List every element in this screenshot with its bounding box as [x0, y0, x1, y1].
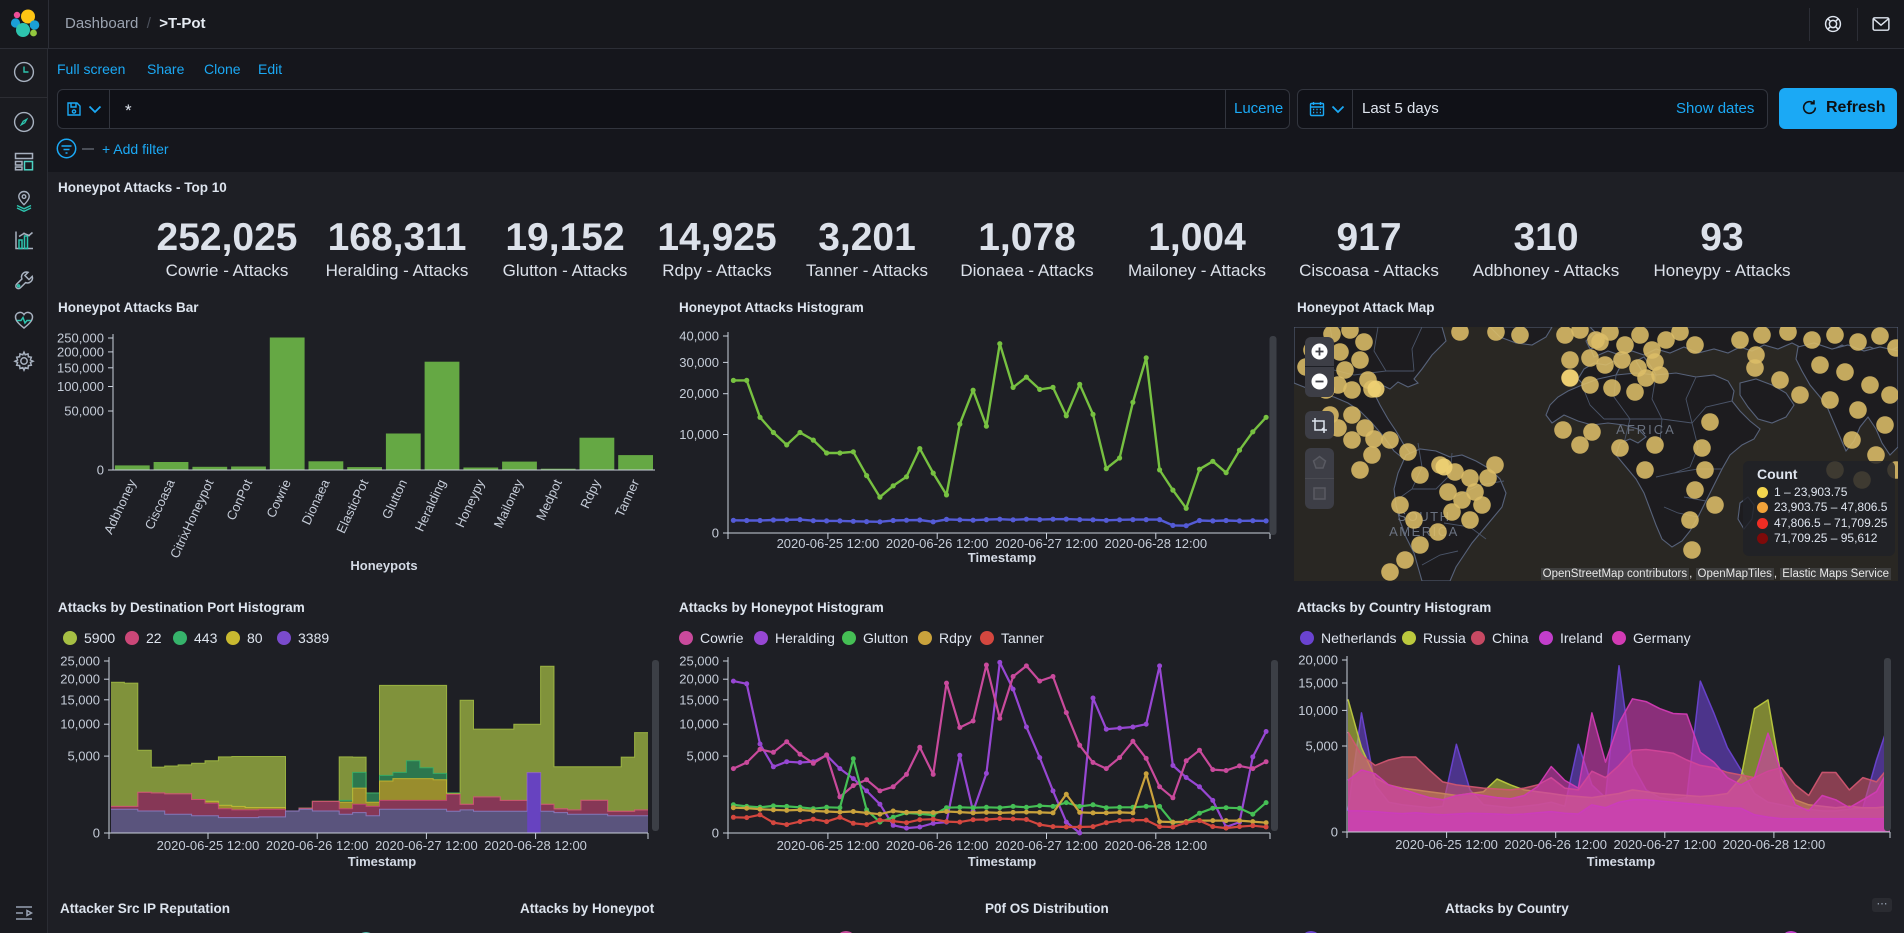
svg-text:15,000: 15,000	[679, 692, 719, 707]
svg-text:2020-06-27 12:00: 2020-06-27 12:00	[375, 838, 478, 853]
svg-text:Adbhoney: Adbhoney	[101, 476, 140, 536]
svg-text:Tanner: Tanner	[612, 476, 643, 519]
svg-text:10,000: 10,000	[60, 717, 100, 732]
svg-text:Mailoney: Mailoney	[491, 476, 527, 530]
svg-text:50,000: 50,000	[64, 404, 104, 419]
svg-text:Honeypots: Honeypots	[350, 558, 417, 573]
svg-text:0: 0	[1331, 825, 1338, 840]
svg-text:100,000: 100,000	[57, 379, 104, 394]
svg-text:0: 0	[97, 463, 104, 478]
svg-text:ElasticPot: ElasticPot	[333, 477, 371, 536]
svg-text:2020-06-28 12:00: 2020-06-28 12:00	[484, 838, 587, 853]
svg-text:0: 0	[93, 826, 100, 841]
svg-text:2020-06-26 12:00: 2020-06-26 12:00	[1504, 837, 1607, 852]
svg-text:Timestamp: Timestamp	[968, 854, 1036, 869]
svg-text:200,000: 200,000	[57, 344, 104, 359]
svg-text:Dionaea: Dionaea	[299, 476, 333, 527]
svg-text:25,000: 25,000	[60, 654, 100, 669]
svg-text:10,000: 10,000	[679, 717, 719, 732]
svg-text:5,000: 5,000	[67, 749, 100, 764]
svg-text:2020-06-28 12:00: 2020-06-28 12:00	[1104, 536, 1207, 551]
svg-text:150,000: 150,000	[57, 360, 104, 375]
svg-text:2020-06-28 12:00: 2020-06-28 12:00	[1723, 837, 1826, 852]
svg-text:2020-06-25 12:00: 2020-06-25 12:00	[1395, 837, 1498, 852]
svg-text:25,000: 25,000	[679, 654, 719, 669]
svg-text:5,000: 5,000	[1305, 739, 1338, 754]
svg-text:30,000: 30,000	[679, 355, 719, 370]
svg-text:Glutton: Glutton	[379, 477, 410, 521]
svg-text:2020-06-26 12:00: 2020-06-26 12:00	[886, 838, 989, 853]
svg-text:15,000: 15,000	[60, 692, 100, 707]
svg-text:2020-06-26 12:00: 2020-06-26 12:00	[266, 838, 369, 853]
svg-text:2020-06-25 12:00: 2020-06-25 12:00	[157, 838, 260, 853]
svg-text:Timestamp: Timestamp	[348, 854, 416, 869]
svg-text:2020-06-27 12:00: 2020-06-27 12:00	[995, 536, 1098, 551]
svg-text:20,000: 20,000	[679, 672, 719, 687]
svg-text:2020-06-27 12:00: 2020-06-27 12:00	[995, 838, 1098, 853]
svg-text:2020-06-28 12:00: 2020-06-28 12:00	[1104, 838, 1207, 853]
svg-text:15,000: 15,000	[1298, 676, 1338, 691]
svg-text:Cowrie: Cowrie	[263, 477, 294, 520]
svg-text:Timestamp: Timestamp	[968, 550, 1036, 565]
svg-text:2020-06-25 12:00: 2020-06-25 12:00	[777, 838, 880, 853]
svg-text:Timestamp: Timestamp	[1587, 854, 1655, 869]
svg-text:0: 0	[712, 826, 719, 841]
svg-text:20,000: 20,000	[679, 386, 719, 401]
svg-text:40,000: 40,000	[679, 329, 719, 344]
svg-text:Medpot: Medpot	[533, 477, 565, 523]
svg-text:ConPot: ConPot	[223, 477, 255, 523]
svg-text:Heralding: Heralding	[412, 477, 449, 534]
svg-text:Ciscoasa: Ciscoasa	[142, 476, 179, 531]
svg-text:Honeypy: Honeypy	[452, 476, 487, 529]
svg-text:AFRICA: AFRICA	[1616, 422, 1676, 437]
svg-text:0: 0	[712, 526, 719, 541]
svg-text:2020-06-26 12:00: 2020-06-26 12:00	[886, 536, 989, 551]
svg-text:5,000: 5,000	[686, 749, 719, 764]
svg-text:20,000: 20,000	[60, 672, 100, 687]
svg-text:2020-06-27 12:00: 2020-06-27 12:00	[1613, 837, 1716, 852]
svg-text:10,000: 10,000	[679, 427, 719, 442]
svg-text:20,000: 20,000	[1298, 653, 1338, 668]
svg-text:Rdpy: Rdpy	[577, 476, 604, 510]
svg-text:2020-06-25 12:00: 2020-06-25 12:00	[777, 536, 880, 551]
svg-text:250,000: 250,000	[57, 331, 104, 346]
svg-text:10,000: 10,000	[1298, 703, 1338, 718]
